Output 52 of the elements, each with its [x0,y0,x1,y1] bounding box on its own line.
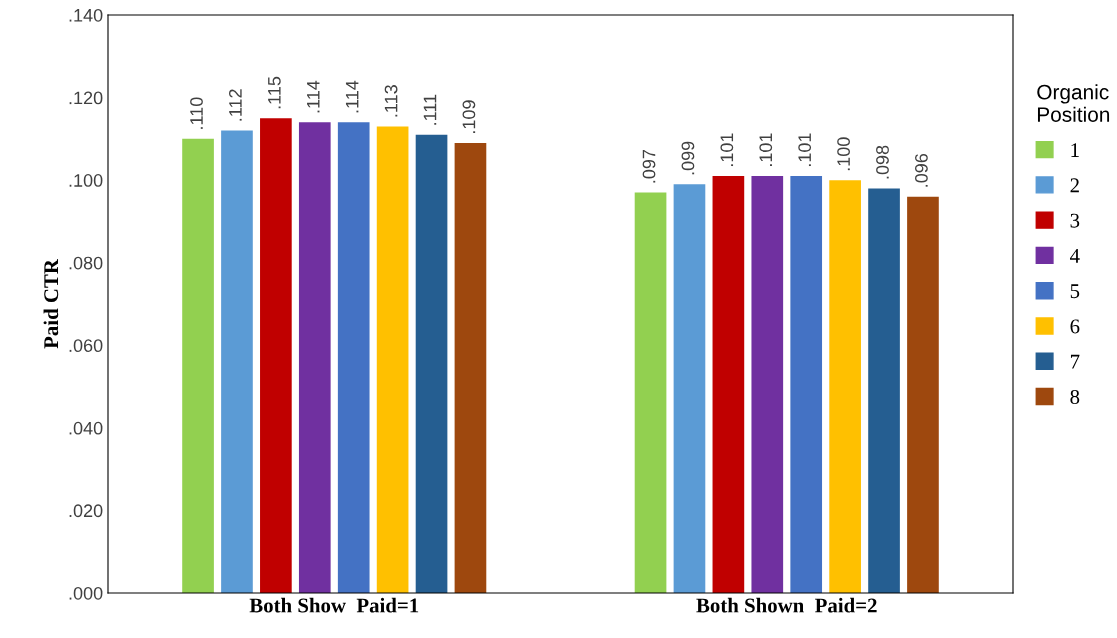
data-label: .097 [642,149,656,183]
y-tick-label: .080 [69,256,103,270]
y-axis-title: Paid CTR [43,258,59,349]
data-label: .096 [915,153,928,187]
bar [829,180,861,593]
legend-label: 4 [1070,248,1080,263]
y-tick-label: .060 [69,339,103,353]
legend-label: 5 [1070,284,1080,299]
bar [634,192,667,593]
bar [907,196,939,593]
data-label: .112 [229,89,242,121]
data-label: .114 [345,80,359,113]
data-label: .109 [462,100,476,133]
legend-label: 3 [1070,213,1080,228]
y-tick-label: .040 [69,421,103,435]
bar [298,122,331,593]
bar [415,134,448,593]
data-label: .100 [837,137,850,171]
legend-title: Organic Position [1037,84,1110,122]
x-tick-label: Both Show Paid=1 [249,597,419,613]
data-label: .115 [268,76,281,109]
bar [868,188,900,593]
bar [454,142,487,593]
y-tick-label: .000 [69,586,103,600]
data-label: .114 [307,80,320,113]
bar [790,176,823,593]
bar [712,176,745,593]
legend-label: 1 [1071,143,1079,157]
y-tick-label: .120 [69,91,103,105]
y-tick-label: .140 [69,8,103,22]
legend-label: 7 [1070,354,1080,369]
data-label: .098 [876,145,889,179]
data-label: .110 [190,97,203,129]
legend-label: 2 [1070,178,1079,193]
data-label: .101 [798,133,812,167]
data-label: .101 [720,133,734,167]
bar [751,176,784,593]
bar [221,130,253,593]
legend-label: 6 [1070,319,1080,334]
x-tick-label: Both Shown Paid=2 [696,597,877,613]
data-label: .099 [681,141,695,175]
bar [337,122,370,593]
bar [260,118,292,593]
data-label: .113 [384,85,398,117]
bar [376,126,409,593]
data-label: .101 [759,133,773,167]
y-tick-label: .020 [69,504,103,518]
bar [673,184,706,593]
legend-label: 8 [1070,389,1080,404]
data-label: .111 [423,94,437,125]
y-tick-label: .100 [69,174,103,187]
bar [182,138,214,593]
